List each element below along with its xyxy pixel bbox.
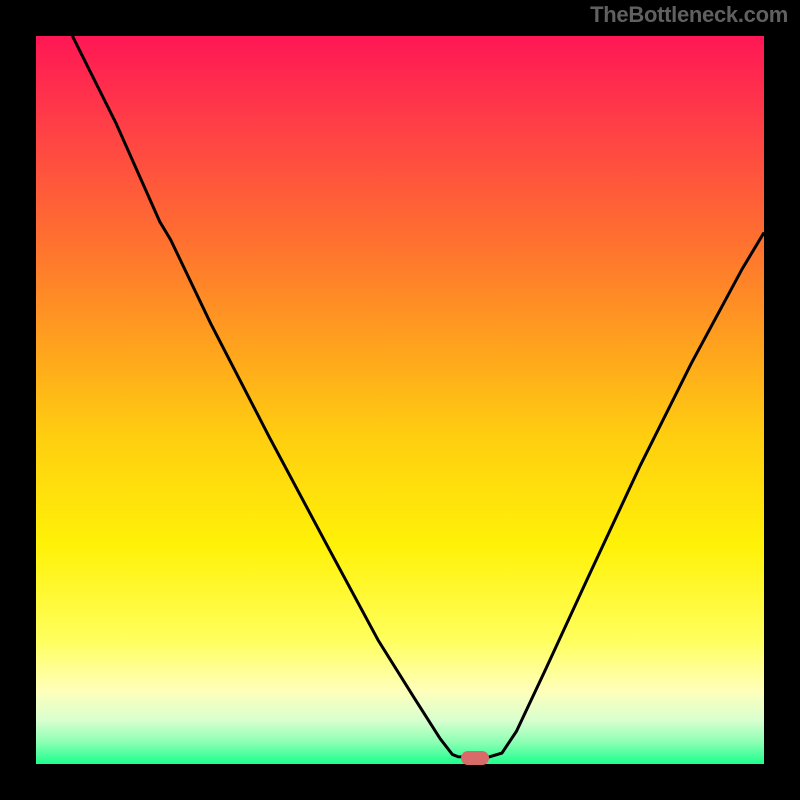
- chart-container: TheBottleneck.com: [0, 0, 800, 800]
- curve-svg: [36, 36, 764, 764]
- plot-frame: [32, 32, 768, 768]
- watermark-text: TheBottleneck.com: [590, 2, 788, 28]
- bottleneck-curve: [72, 36, 764, 757]
- optimum-marker: [461, 751, 489, 765]
